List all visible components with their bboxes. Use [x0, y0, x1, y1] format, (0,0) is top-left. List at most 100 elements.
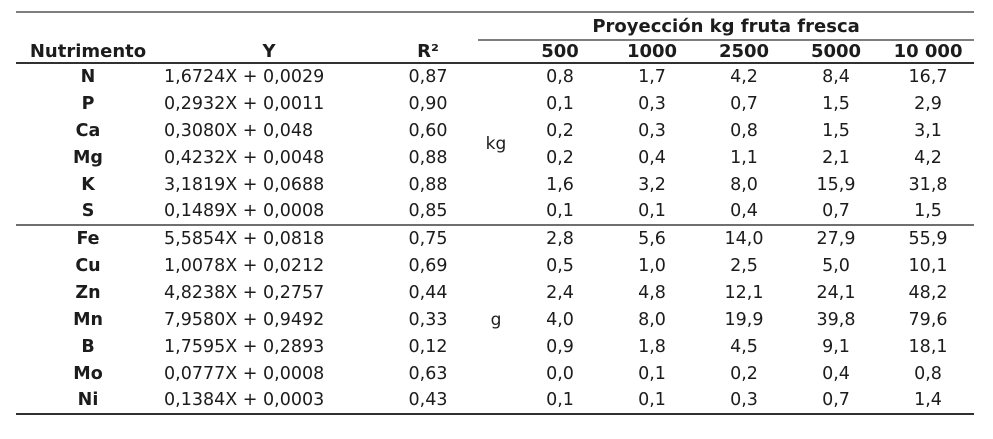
- table-row: Mn 7,9580X + 0,9492 0,33 4,0 8,0 19,9 39…: [16, 306, 974, 333]
- regression-equation: 5,5854X + 0,0818: [164, 229, 325, 249]
- nutrient-projection-table: Proyección kg fruta fresca Nutrimento Y …: [16, 11, 975, 415]
- projection-value: 10,1: [908, 255, 948, 276]
- col-header-r2: R²: [378, 40, 478, 64]
- col-header-2500: 2500: [698, 40, 790, 64]
- nutrient-symbol: Mn: [73, 309, 103, 330]
- projection-value: 1,5: [822, 93, 850, 114]
- r2-value: 0,63: [408, 363, 448, 384]
- projection-value: 2,5: [730, 255, 758, 276]
- r2-value: 0,88: [408, 147, 448, 168]
- nutrient-symbol: Mg: [73, 147, 103, 168]
- col-header-1000: 1000: [606, 40, 698, 64]
- nutrient-symbol: N: [80, 67, 96, 87]
- projection-value: 24,1: [816, 282, 856, 303]
- projection-value: 0,8: [730, 120, 758, 141]
- col-header-unit: [478, 40, 514, 64]
- table-row: B 1,7595X + 0,2893 0,12 0,9 1,8 4,5 9,1 …: [16, 333, 974, 360]
- projection-value: 27,9: [816, 229, 856, 249]
- table-row: P 0,2932X + 0,0011 0,90 0,1 0,3 0,7 1,5 …: [16, 90, 974, 117]
- projection-value: 5,0: [822, 255, 850, 276]
- projection-value: 48,2: [908, 282, 948, 303]
- projection-value: 0,0: [546, 363, 574, 384]
- projection-value: 4,2: [914, 147, 942, 168]
- regression-equation: 0,0777X + 0,0008: [164, 363, 325, 384]
- nutrient-symbol: Zn: [75, 282, 101, 303]
- projection-value: 1,6: [546, 174, 574, 195]
- nutrient-projection-table-wrap: Proyección kg fruta fresca Nutrimento Y …: [16, 11, 975, 415]
- nutrient-symbol: P: [81, 93, 95, 114]
- projection-value: 0,1: [606, 198, 698, 226]
- projection-value: 0,4: [822, 363, 850, 384]
- projection-value: 0,8: [546, 67, 574, 87]
- projection-value: 0,1: [514, 198, 606, 226]
- projection-value: 0,1: [638, 363, 666, 384]
- projection-value: 1,7: [638, 67, 666, 87]
- table-row: Cu 1,0078X + 0,0212 0,69 0,5 1,0 2,5 5,0…: [16, 252, 974, 279]
- r2-value: 0,88: [408, 174, 448, 195]
- r2-value: 0,85: [378, 198, 478, 226]
- regression-equation: 0,2932X + 0,0011: [164, 93, 325, 114]
- projection-value: 2,1: [822, 147, 850, 168]
- regression-equation: 0,4232X + 0,0048: [164, 147, 325, 168]
- projection-value: 2,9: [914, 93, 942, 114]
- projection-value: 55,9: [908, 229, 948, 249]
- col-header-equation: Y: [160, 40, 378, 64]
- projection-value: 14,0: [724, 229, 764, 249]
- nutrient-symbol: K: [81, 174, 95, 195]
- nutrient-symbol: S: [16, 198, 160, 226]
- regression-equation: 1,6724X + 0,0029: [164, 67, 325, 87]
- r2-value: 0,87: [408, 67, 448, 87]
- group-header-spacer: [16, 12, 478, 40]
- projection-value: 0,3: [638, 93, 666, 114]
- regression-equation: 3,1819X + 0,0688: [164, 174, 325, 195]
- r2-value: 0,60: [408, 120, 448, 141]
- nutrient-symbol: Fe: [76, 229, 100, 249]
- projection-value: 0,4: [698, 198, 790, 226]
- nutrient-symbol: Ni: [16, 387, 160, 415]
- projection-value: 1,1: [730, 147, 758, 168]
- col-header-500: 500: [514, 40, 606, 64]
- projection-value: 1,0: [638, 255, 666, 276]
- projection-value: 4,5: [730, 336, 758, 357]
- r2-value: 0,12: [408, 336, 448, 357]
- projection-value: 9,1: [822, 336, 850, 357]
- projection-value: 0,1: [546, 93, 574, 114]
- col-header-10000: 10 000: [882, 40, 975, 64]
- table-row: K 3,1819X + 0,0688 0,88 1,6 3,2 8,0 15,9…: [16, 171, 974, 198]
- projection-value: 0,8: [914, 363, 942, 384]
- projection-value: 0,4: [638, 147, 666, 168]
- projection-value: 0,7: [730, 93, 758, 114]
- group-header-row: Proyección kg fruta fresca: [16, 12, 975, 41]
- regression-equation: 7,9580X + 0,9492: [164, 309, 325, 330]
- projection-value: 2,4: [546, 282, 574, 303]
- unit-label-g: g: [478, 225, 514, 415]
- regression-equation: 0,3080X + 0,048: [164, 120, 314, 141]
- projection-value: 16,7: [908, 67, 948, 87]
- projection-value: 79,6: [908, 309, 948, 330]
- table-row: Mg 0,4232X + 0,0048 0,88 0,2 0,4 1,1 2,1…: [16, 144, 974, 171]
- projection-value: 0,2: [546, 147, 574, 168]
- nutrient-symbol: Cu: [75, 255, 101, 276]
- table-row: Zn 4,8238X + 0,2757 0,44 2,4 4,8 12,1 24…: [16, 279, 974, 306]
- projection-value: 1,5: [882, 198, 975, 226]
- projection-value: 0,3: [698, 387, 790, 415]
- projection-value: 2,8: [546, 229, 574, 249]
- projection-value: 0,2: [730, 363, 758, 384]
- projection-value: 12,1: [724, 282, 764, 303]
- unit-label-kg: kg: [478, 63, 514, 226]
- projection-value: 0,5: [546, 255, 574, 276]
- projection-value: 31,8: [908, 174, 948, 195]
- projection-value: 0,9: [546, 336, 574, 357]
- projection-value: 4,0: [546, 309, 574, 330]
- table-row: S 0,1489X + 0,0008 0,85 0,1 0,1 0,4 0,7 …: [16, 198, 975, 226]
- regression-equation: 0,1489X + 0,0008: [160, 198, 378, 226]
- r2-value: 0,44: [408, 282, 448, 303]
- projection-value: 8,0: [730, 174, 758, 195]
- projection-value: 0,1: [514, 387, 606, 415]
- projection-value: 15,9: [816, 174, 856, 195]
- table-row: N 1,6724X + 0,0029 0,87 kg 0,8 1,7 4,2 8…: [16, 63, 974, 226]
- projection-value: 5,6: [638, 229, 666, 249]
- regression-equation: 4,8238X + 0,2757: [164, 282, 325, 303]
- table-row: Ca 0,3080X + 0,048 0,60 0,2 0,3 0,8 1,5 …: [16, 117, 974, 144]
- projection-group-header: Proyección kg fruta fresca: [478, 12, 975, 41]
